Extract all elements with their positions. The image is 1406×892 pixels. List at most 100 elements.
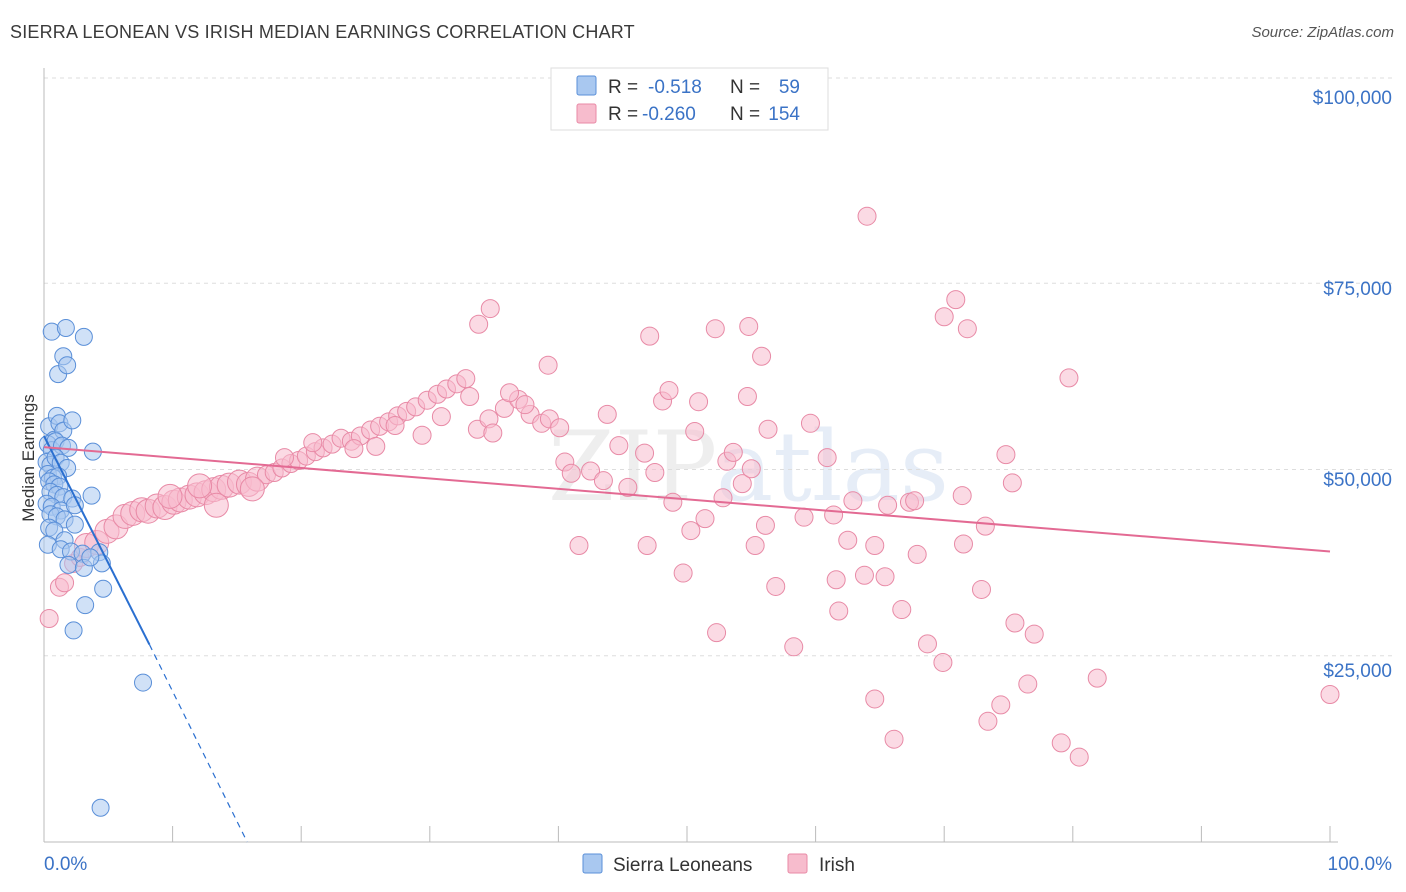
irish-point-145 (857, 206, 877, 226)
irish-point-103 (758, 419, 778, 439)
irish-point-118 (884, 729, 904, 749)
x-tick-label-min: 0.0% (44, 854, 87, 875)
irish-point-93 (713, 488, 733, 508)
irish-point-148 (1059, 368, 1079, 388)
trendlines (43, 435, 1331, 843)
sierra-leonean-point-11 (63, 411, 82, 430)
sierra-leonean-point-5 (74, 327, 93, 346)
stats-r-label-pink: R = (608, 104, 638, 125)
irish-point-124 (952, 486, 972, 506)
irish-point-79 (609, 436, 629, 456)
legend-label-sierra-leoneans: Sierra Leoneans (613, 855, 752, 876)
irish-point-144 (739, 316, 759, 336)
irish-point-119 (892, 600, 912, 620)
irish-point-0 (39, 609, 59, 628)
y-tick-label-100000: $100,000 (1313, 88, 1392, 109)
irish-point-80 (618, 477, 638, 497)
irish-point-75 (569, 535, 589, 555)
irish-point-142 (640, 326, 660, 346)
trendline-sierra-leoneans-extension (148, 644, 248, 843)
sierra-leonean-point-3 (56, 318, 75, 337)
irish-point-95 (723, 442, 743, 462)
y-tick-label-25000: $25,000 (1323, 661, 1392, 682)
sierra-leonean-point-54 (76, 596, 95, 615)
irish-point-138 (905, 491, 925, 511)
legend-swatch-irish (787, 853, 808, 874)
irish-point-66 (460, 386, 480, 406)
y-axis-label: Median Earnings (19, 394, 38, 522)
irish-point-55 (203, 492, 229, 518)
irish-point-2 (55, 573, 75, 593)
irish-point-116 (878, 495, 898, 515)
irish-point-62 (366, 436, 386, 456)
legend-label-irish: Irish (819, 855, 855, 876)
irish-point-141 (957, 319, 977, 339)
irish-point-97 (737, 386, 757, 406)
y-tick-label-75000: $75,000 (1323, 279, 1392, 300)
irish-point-65 (431, 407, 451, 427)
irish-point-137 (1087, 668, 1107, 688)
irish-point-86 (663, 492, 683, 512)
irish-point-57 (187, 473, 213, 499)
irish-point-125 (953, 534, 973, 554)
irish-point-98 (741, 459, 761, 479)
sierra-leonean-point-33 (82, 486, 101, 505)
irish-point-130 (996, 445, 1016, 465)
sierra-leonean-point-41 (65, 515, 84, 534)
source-credit: Source: ZipAtlas.com (1251, 24, 1394, 41)
irish-point-63 (385, 416, 405, 436)
irish-point-88 (681, 521, 701, 541)
irish-point-78 (597, 404, 617, 424)
irish-point-122 (917, 634, 937, 654)
irish-point-58 (239, 476, 265, 502)
sierra-leonean-point-58 (81, 548, 100, 567)
irish-point-121 (907, 544, 927, 564)
x-axis-ticks (43, 826, 1331, 842)
irish-point-146 (469, 314, 489, 334)
irish-point-105 (794, 507, 814, 527)
chart-title: SIERRA LEONEAN VS IRISH MEDIAN EARNINGS … (10, 22, 635, 42)
irish-point-96 (732, 474, 752, 494)
irish-point-109 (829, 601, 849, 621)
irish-point-68 (500, 383, 520, 403)
sierra-leonean-point-37 (65, 496, 84, 515)
stats-box: R = -0.518 N = 59 R = -0.260 N = 154 (550, 67, 829, 131)
irish-point-87 (673, 563, 693, 583)
x-tick-label-max: 100.0% (1328, 854, 1393, 875)
irish-point-83 (645, 462, 665, 482)
irish-point-56 (157, 483, 183, 509)
irish-point-115 (865, 689, 885, 709)
irish-point-99 (745, 535, 765, 555)
irish-point-104 (784, 637, 804, 657)
sierra-leonean-points (37, 318, 153, 817)
irish-point-127 (975, 516, 995, 536)
irish-point-90 (689, 392, 709, 412)
legend-swatch-sierra-leoneans (582, 853, 603, 874)
irish-point-132 (1005, 613, 1025, 633)
irish-point-82 (637, 535, 657, 555)
irish-point-74 (561, 463, 581, 483)
irish-point-123 (933, 652, 953, 672)
irish-point-113 (854, 565, 874, 585)
trendline-sierra-leoneans (43, 435, 151, 646)
stats-n-label-pink: N = (730, 104, 760, 125)
irish-point-89 (685, 422, 705, 442)
irish-point-140 (946, 290, 966, 310)
irish-point-135 (1051, 733, 1071, 753)
irish-point-77 (593, 471, 613, 491)
irish-point-60 (303, 433, 323, 453)
irish-point-69 (515, 395, 535, 415)
sierra-leonean-point-4 (58, 356, 77, 375)
irish-point-114 (865, 535, 885, 555)
gridlines (44, 77, 1392, 657)
irish-points (39, 206, 1340, 767)
y-axis-tick-labels: $25,000 $50,000 $75,000 $100,000 (1313, 88, 1392, 682)
irish-point-107 (817, 448, 837, 468)
irish-point-92 (707, 623, 727, 643)
irish-point-76 (581, 461, 601, 481)
irish-point-128 (978, 711, 998, 731)
stats-n-value-pink: 154 (768, 104, 800, 125)
irish-point-149 (1320, 684, 1340, 704)
irish-point-100 (752, 346, 772, 366)
